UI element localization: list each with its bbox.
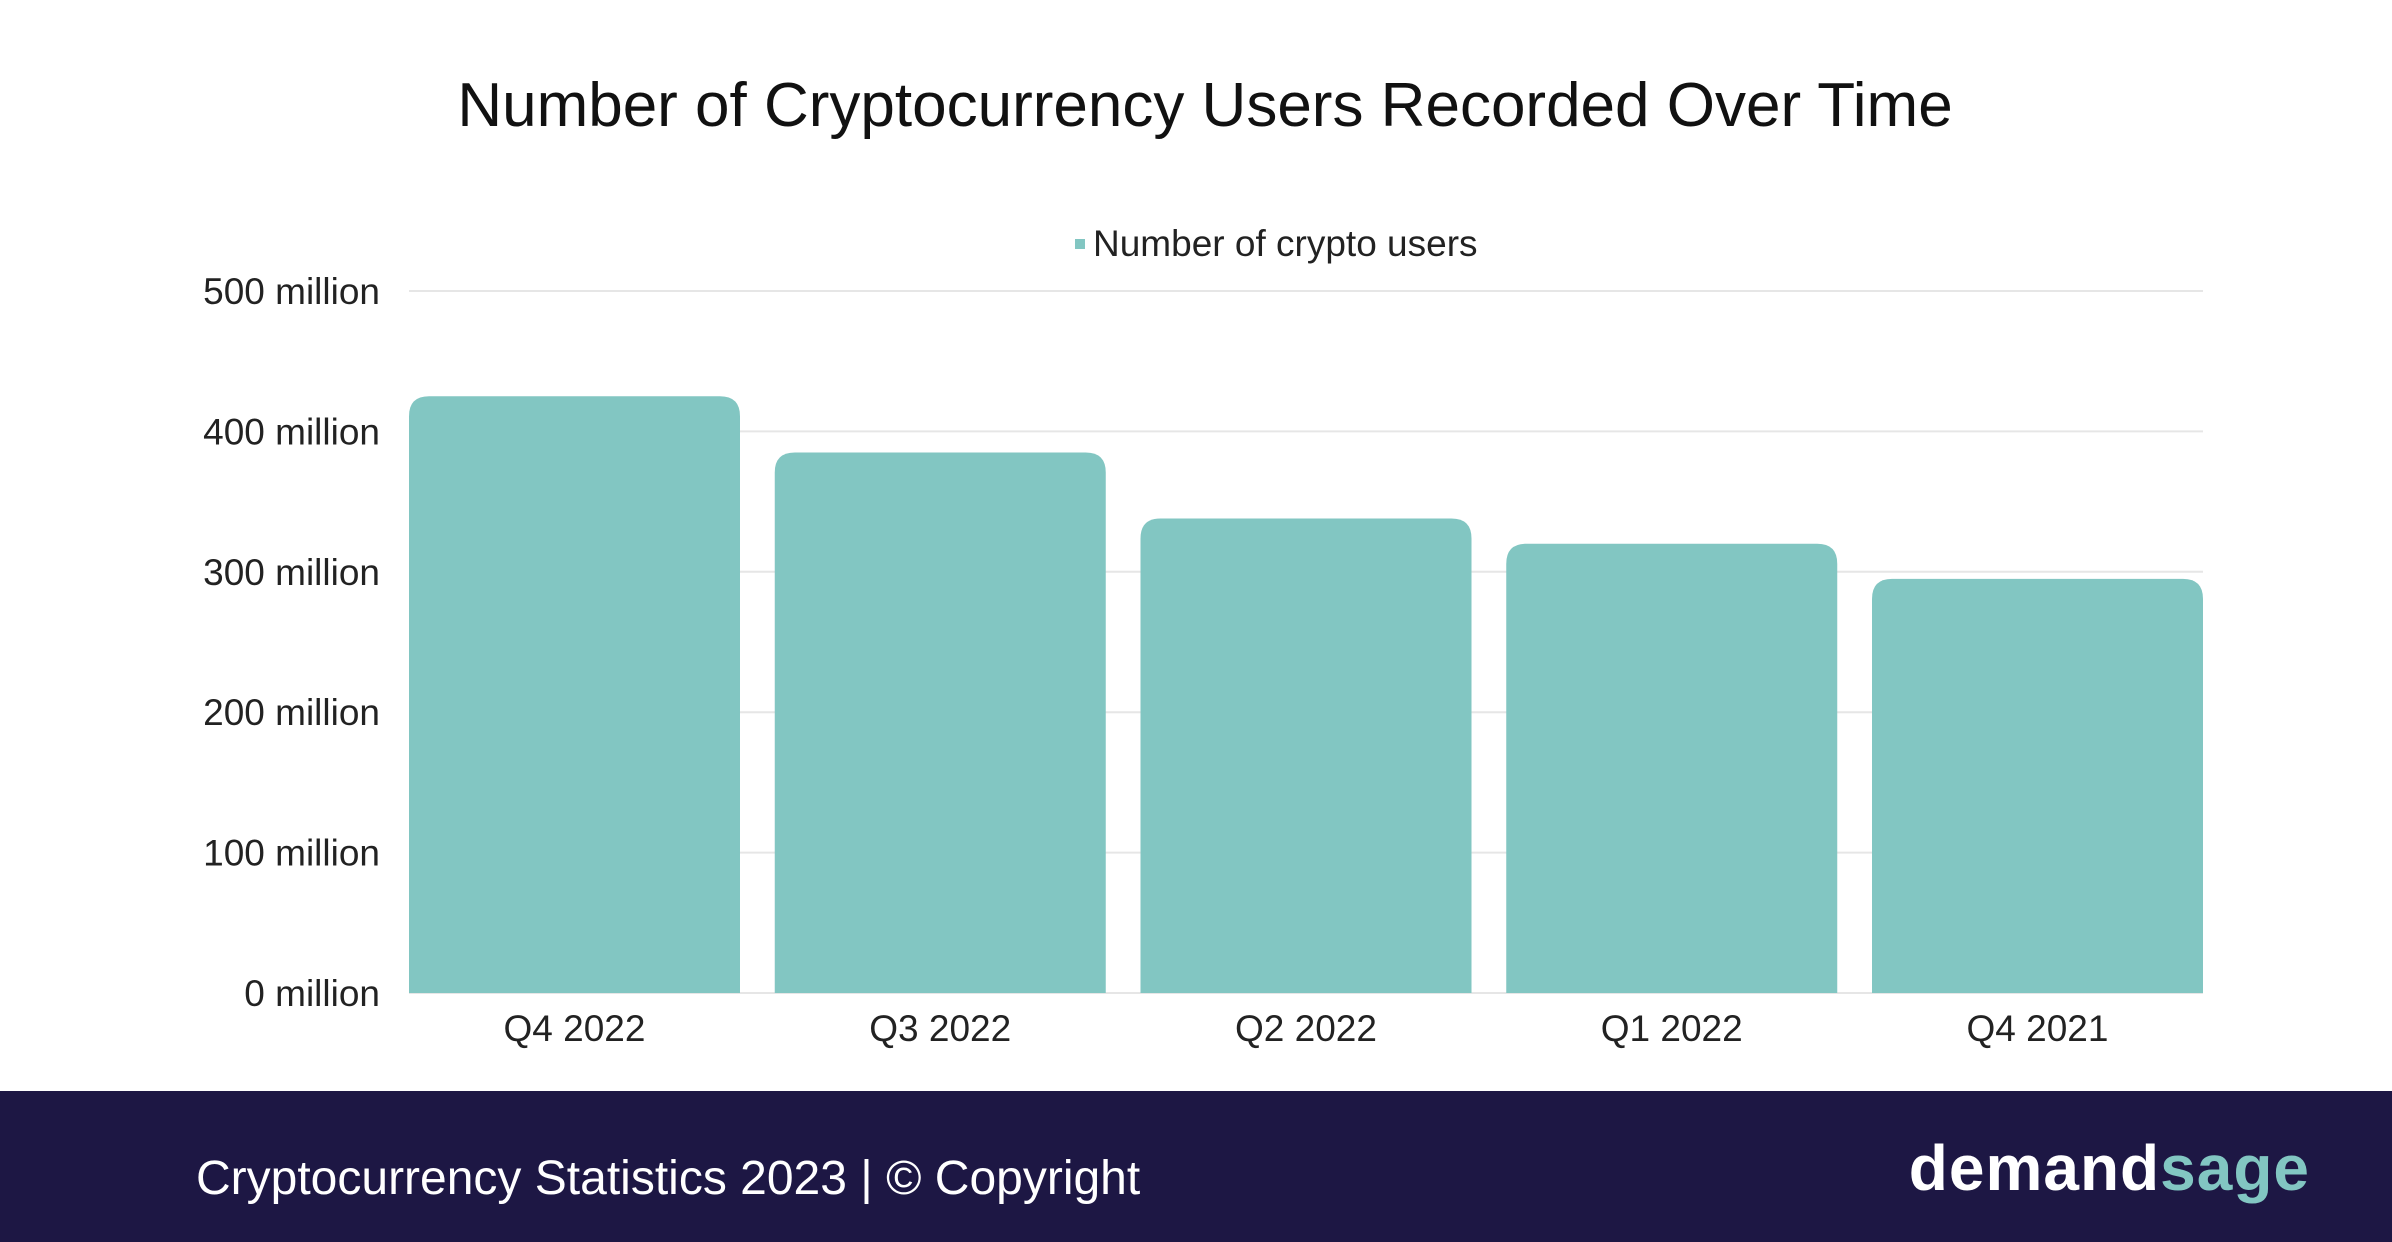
y-tick-label: 200 million xyxy=(203,692,380,733)
legend: Number of crypto users xyxy=(1075,223,1478,265)
demandsage-logo: demandsage xyxy=(1909,1131,2310,1205)
bar-chart: 0 million 100 million 200 million 300 milli… xyxy=(203,271,2203,1049)
y-tick-label: 100 million xyxy=(203,833,380,874)
footer: Cryptocurrency Statistics 2023 | © Copyr… xyxy=(0,1091,2392,1242)
bar xyxy=(1872,578,2203,993)
y-tick-label: 500 million xyxy=(203,271,380,312)
bar xyxy=(1506,543,1838,993)
y-tick-label: 300 million xyxy=(203,552,380,593)
logo-part-sage: sage xyxy=(2160,1132,2310,1204)
bar xyxy=(774,452,1106,994)
x-tick-label: Q1 2022 xyxy=(1601,1008,1743,1049)
x-tick-label: Q4 2022 xyxy=(504,1008,646,1049)
y-tick-label: 0 million xyxy=(244,973,380,1014)
logo-part-demand: demand xyxy=(1908,1132,2161,1204)
x-tick-label: Q3 2022 xyxy=(869,1008,1011,1049)
y-tick-label: 400 million xyxy=(203,411,380,452)
legend-label: Number of crypto users xyxy=(1093,223,1478,264)
x-tick-label: Q2 2022 xyxy=(1235,1008,1377,1049)
bar xyxy=(1140,518,1472,993)
bar xyxy=(409,396,740,993)
chart-title: Number of Cryptocurrency Users Recorded … xyxy=(457,71,1953,140)
footer-text: Cryptocurrency Statistics 2023 | © Copyr… xyxy=(196,1152,1141,1205)
legend-swatch xyxy=(1075,239,1085,249)
x-tick-label: Q4 2021 xyxy=(1967,1008,2109,1049)
